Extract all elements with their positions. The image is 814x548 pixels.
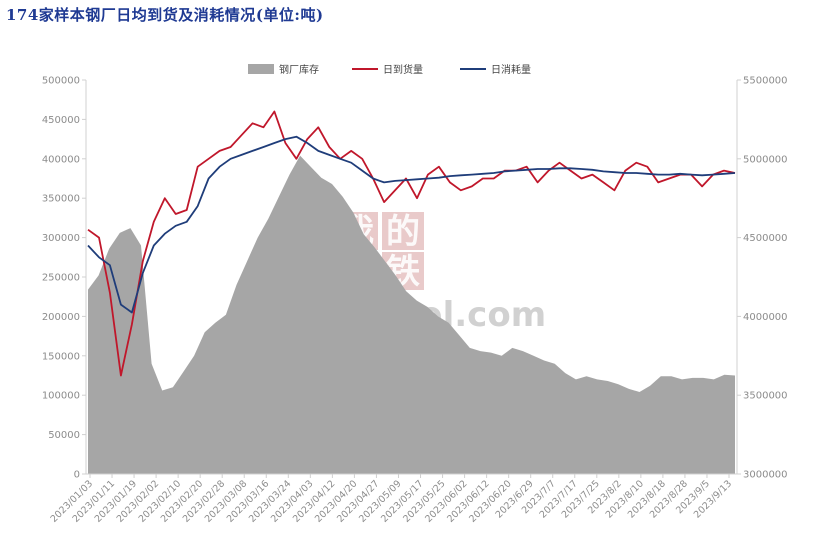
y-right-tick-label: 5500000 [743,76,788,87]
series-arrival-line [87,110,736,377]
watermark-char: 的 [386,212,420,252]
legend-label: 日到货量 [383,63,423,76]
y-left-tick-label: 350000 [42,194,80,205]
y-left-tick-label: 450000 [42,115,80,126]
y-right-tick-label: 4500000 [743,233,788,244]
legend-label: 日消耗量 [491,63,531,76]
y-left-tick-label: 150000 [42,351,80,362]
y-left-tick-label: 200000 [42,312,80,323]
line-layer [87,110,736,377]
inventory-area-layer [88,155,735,474]
legend: 钢厂库存 日到货量 日消耗量 [248,63,531,76]
y-right-tick-label: 5000000 [743,154,788,165]
series-inventory-area [88,155,735,474]
y-right-tick-label: 3500000 [743,391,788,402]
legend-item-inventory: 钢厂库存 [248,63,319,76]
legend-item-consumption: 日消耗量 [460,63,531,76]
y-left-tick-label: 50000 [48,430,80,441]
y-left-tick-label: 400000 [42,154,80,165]
chart-title: 174家样本钢厂日均到货及消耗情况(单位:吨) [6,6,324,24]
y-left-tick-label: 500000 [42,76,80,87]
legend-swatch [248,64,274,74]
series-consumption-line [87,135,736,314]
y-left-tick-label: 300000 [42,233,80,244]
y-left-tick-label: 100000 [42,391,80,402]
y-left-tick-label: 0 [74,470,80,481]
legend-label: 钢厂库存 [279,63,319,76]
y-right-tick-label: 3000000 [743,470,788,481]
y-left-tick-label: 250000 [42,273,80,284]
legend-item-arrival: 日到货量 [352,63,423,76]
y-right-tick-label: 4000000 [743,312,788,323]
watermark-box [382,212,424,250]
